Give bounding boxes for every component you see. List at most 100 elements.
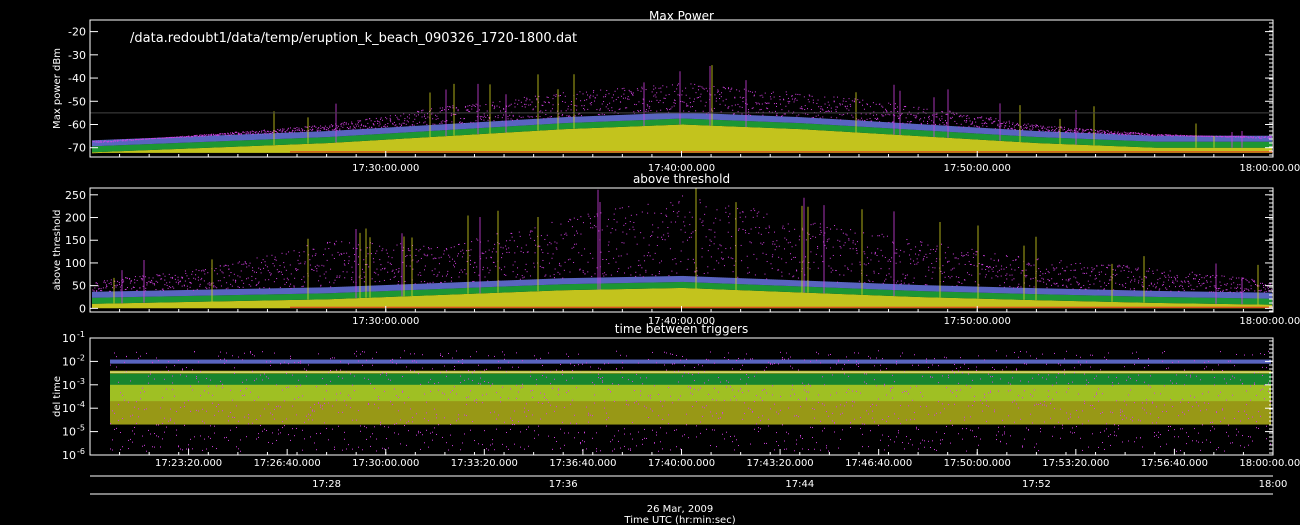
scatter-point [890,111,892,113]
scatter-point [1263,136,1265,138]
green-column [788,122,790,129]
scatter-point [316,270,318,272]
scatter-point [284,283,286,285]
green-column [364,134,366,141]
green-column [646,119,648,126]
green-column [360,291,362,298]
core-column [274,300,276,309]
scatter-point [977,117,979,119]
blue-column [994,128,996,135]
scatter-point [604,96,606,98]
green-column [874,127,876,134]
green-column [998,134,1000,141]
blue-column [498,280,500,287]
scatter-point [222,133,224,135]
scatter-point [1161,134,1163,136]
scatter-point [409,254,411,256]
scatter-point [1012,123,1014,125]
core-column [524,291,526,309]
green-column [356,135,358,142]
blue-column [1044,131,1046,138]
scatter-point [458,243,460,245]
green-column [800,123,802,130]
scatter-point [220,133,222,135]
scatter-point [397,283,399,285]
scatter-point [462,271,464,273]
scatter-point [828,110,830,112]
scatter-point [1045,131,1047,133]
core-column [330,299,332,309]
scatter-point [761,103,763,105]
core-column [1082,144,1084,153]
green-column [1180,141,1182,148]
core-column [1220,147,1222,153]
scatter-point [539,245,541,247]
core-column [286,300,288,309]
green-column [126,144,128,151]
scatter-point [532,116,534,118]
blue-column [354,129,356,136]
core-column [172,302,174,309]
green-column [1136,140,1138,147]
scatter-point [290,273,292,275]
scatter-point [464,243,466,245]
scatter-point [723,87,725,89]
green-column [226,295,228,302]
green-column [654,119,656,126]
blue-column [808,117,810,124]
scatter-point [1140,133,1142,135]
blue-column [1254,135,1256,142]
scatter-point [286,277,288,279]
scatter-point [621,88,623,90]
scatter-point [1052,129,1054,131]
scatter-point [1099,130,1101,132]
scatter-point [201,134,203,136]
core-column [128,150,130,153]
green-column [194,142,196,149]
scatter-point [488,117,490,119]
green-column [1266,141,1268,148]
core-column [152,149,154,153]
scatter-point [112,287,114,289]
green-column [156,296,158,303]
core-column [430,136,432,153]
scatter-point [114,140,116,142]
core-column [220,301,222,309]
scatter-point [574,104,576,106]
scatter-point [512,114,514,116]
green-column [486,287,488,294]
blue-column [886,122,888,129]
scatter-point [888,121,890,123]
core-column [1190,147,1192,153]
scatter-point [807,99,809,101]
scatter-point [208,282,210,284]
scatter-point [533,266,535,268]
blue-column [398,284,400,291]
blue-column [230,289,232,296]
scatter-point [545,274,547,276]
scatter-point [628,89,630,91]
scatter-point [330,268,332,270]
blue-column [574,116,576,123]
scatter-point [457,253,459,255]
scatter-point [799,94,801,96]
green-column [276,294,278,301]
scatter-point [597,114,599,116]
green-column [352,292,354,299]
blue-column [250,134,252,141]
green-column [378,134,380,141]
blue-column [408,126,410,133]
scatter-point [448,254,450,256]
scatter-point [504,266,506,268]
core-column [1234,147,1236,153]
core-column [1188,147,1190,153]
core-column [524,131,526,153]
scatter-point [506,240,508,242]
scatter-point [1084,130,1086,132]
core-column [240,146,242,153]
green-column [1102,139,1104,146]
scatter-point [470,259,472,261]
scatter-point [547,252,549,254]
scatter-point [168,136,170,138]
blue-column [1146,135,1148,142]
